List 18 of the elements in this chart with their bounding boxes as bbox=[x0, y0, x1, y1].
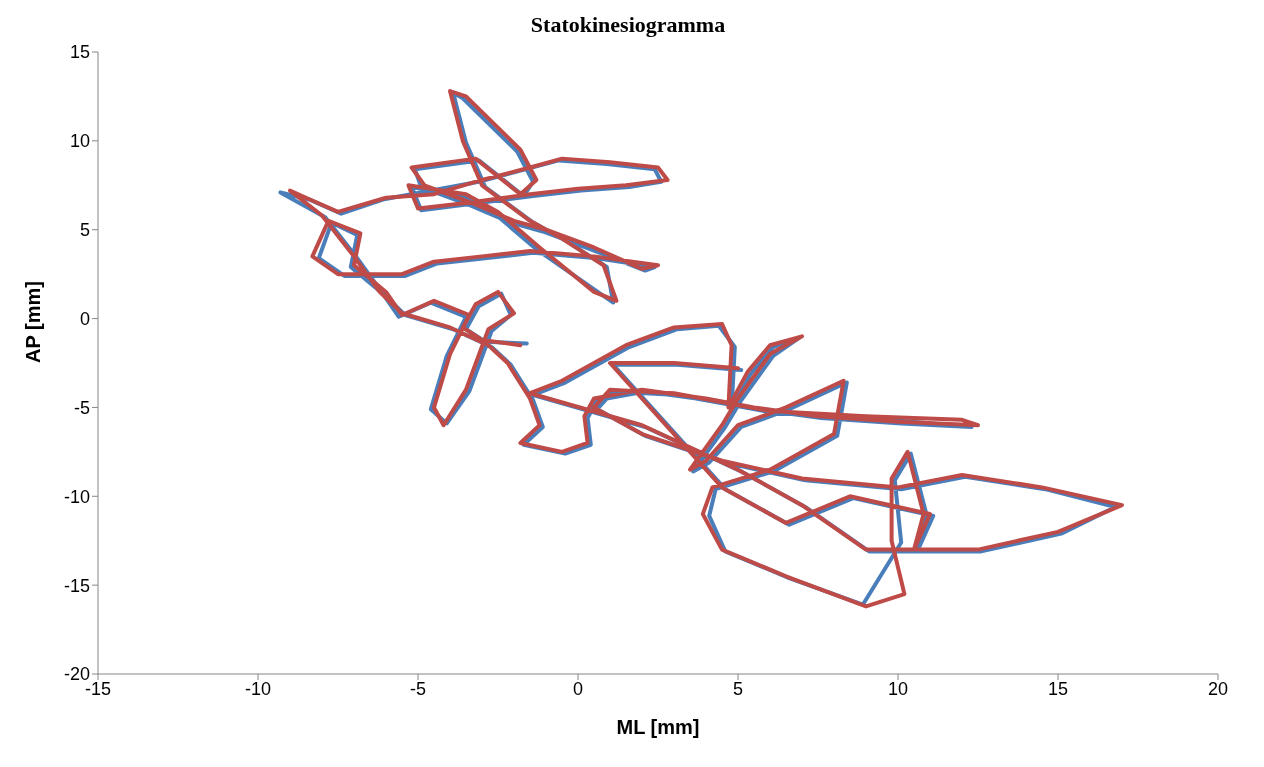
chart-title: Statokinesiogramma bbox=[529, 11, 727, 39]
y-tick-label: 15 bbox=[69, 42, 90, 63]
y-tick-label: 10 bbox=[69, 131, 90, 152]
y-tick-label: -10 bbox=[63, 486, 90, 507]
y-tick-label: 0 bbox=[79, 308, 90, 329]
x-tick-label: 10 bbox=[887, 678, 909, 699]
x-tick-label: 20 bbox=[1207, 678, 1229, 699]
x-tick-label: -5 bbox=[409, 678, 427, 699]
y-tick-label: -15 bbox=[63, 575, 90, 596]
y-tick-label: 5 bbox=[79, 220, 90, 241]
y-tick-label: -20 bbox=[63, 664, 90, 685]
x-tick-label: 5 bbox=[732, 678, 744, 699]
x-tick-label: -10 bbox=[244, 678, 272, 699]
x-tick-label: 0 bbox=[572, 678, 584, 699]
y-axis-title: AP [mm] bbox=[22, 281, 45, 363]
x-axis-title: ML [mm] bbox=[616, 716, 700, 738]
y-tick-label: -5 bbox=[73, 397, 90, 418]
x-tick-label: 15 bbox=[1047, 678, 1069, 699]
